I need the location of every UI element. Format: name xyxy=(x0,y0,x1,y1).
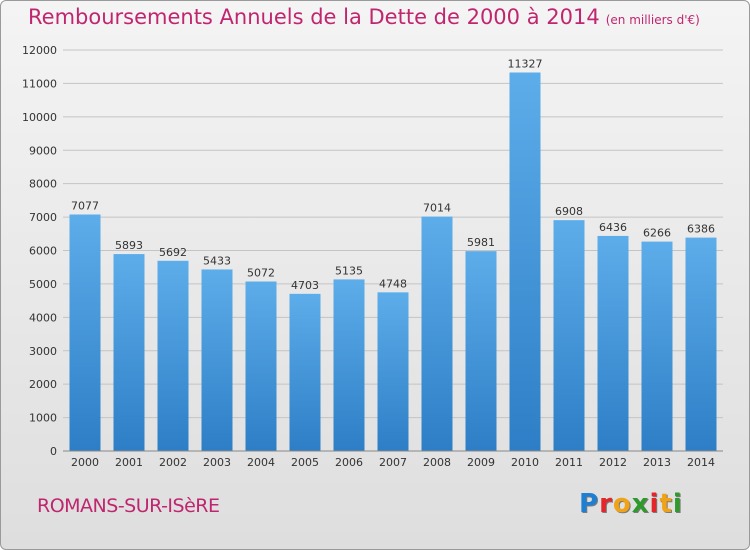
data-label: 6908 xyxy=(555,205,583,218)
bar-2005 xyxy=(289,293,321,451)
data-label: 6386 xyxy=(687,223,715,236)
data-label: 7014 xyxy=(423,202,451,215)
logo-letter: x xyxy=(631,489,650,519)
bars xyxy=(69,72,717,452)
bar-2013 xyxy=(641,241,673,451)
bar-2008 xyxy=(421,216,453,451)
y-tick-label: 3000 xyxy=(29,345,57,358)
bar-2000 xyxy=(69,214,101,451)
y-axis-ticks: 0 1000 2000 3000 4000 5000 6000 7000 8000 9000 100… xyxy=(22,44,57,458)
logo-letter: P xyxy=(579,489,600,519)
x-tick-label: 2012 xyxy=(599,456,627,469)
x-tick-label: 2011 xyxy=(555,456,583,469)
x-tick-label: 2003 xyxy=(203,456,231,469)
chart-subtitle: (en milliers d'€) xyxy=(605,13,700,27)
bar-2004 xyxy=(245,281,277,451)
logo-letter: o xyxy=(612,489,632,519)
x-tick-label: 2004 xyxy=(247,456,275,469)
chart-title-text: Remboursements Annuels de la Dette de 20… xyxy=(28,5,600,29)
bar-2010 xyxy=(509,72,541,452)
x-axis-ticks: 2000 2001 2002 2003 2004 2005 2006 2007 2008 2009… xyxy=(71,456,715,469)
x-tick-label: 2005 xyxy=(291,456,319,469)
logo-letter: i xyxy=(649,489,660,519)
data-label: 4703 xyxy=(291,279,319,292)
data-label: 11327 xyxy=(508,57,543,70)
data-label: 5135 xyxy=(335,264,363,277)
x-tick-label: 2002 xyxy=(159,456,187,469)
data-label: 5433 xyxy=(203,254,231,267)
data-label: 5981 xyxy=(467,236,495,249)
location-label: ROMANS-SUR-ISèRE xyxy=(37,495,220,517)
x-tick-label: 2014 xyxy=(687,456,715,469)
y-tick-label: 8000 xyxy=(29,178,57,191)
bar-2002 xyxy=(157,260,189,451)
x-tick-label: 2001 xyxy=(115,456,143,469)
logo-letter: i xyxy=(672,489,683,519)
data-label: 7077 xyxy=(71,200,99,213)
chart-title: Remboursements Annuels de la Dette de 20… xyxy=(28,5,700,29)
y-tick-label: 6000 xyxy=(29,245,57,258)
bar-2006 xyxy=(333,279,365,451)
y-tick-label: 12000 xyxy=(22,44,57,57)
x-tick-label: 2013 xyxy=(643,456,671,469)
y-tick-label: 2000 xyxy=(29,378,57,391)
data-label: 6436 xyxy=(599,221,627,234)
y-tick-label: 7000 xyxy=(29,211,57,224)
data-label: 6266 xyxy=(643,227,671,240)
y-tick-label: 4000 xyxy=(29,311,57,324)
bar-2009 xyxy=(465,251,497,451)
x-tick-label: 2008 xyxy=(423,456,451,469)
y-tick-label: 1000 xyxy=(29,412,57,425)
bar-2012 xyxy=(597,235,629,451)
data-label: 5072 xyxy=(247,267,275,280)
data-labels: 7077 5893 5692 5433 5072 4703 5135 4748 7014 5981… xyxy=(71,57,715,291)
proxiti-logo: Proxiti xyxy=(579,489,683,519)
logo-letter: t xyxy=(659,489,673,519)
logo-letter: r xyxy=(599,489,613,519)
bar-2011 xyxy=(553,220,585,451)
x-tick-label: 2006 xyxy=(335,456,363,469)
data-label: 5893 xyxy=(115,239,143,252)
bar-2014 xyxy=(685,237,717,451)
x-tick-label: 2000 xyxy=(71,456,99,469)
y-tick-label: 9000 xyxy=(29,144,57,157)
bar-2001 xyxy=(113,254,145,451)
y-tick-label: 10000 xyxy=(22,111,57,124)
x-tick-label: 2010 xyxy=(511,456,539,469)
bar-2007 xyxy=(377,292,409,451)
y-tick-label: 5000 xyxy=(29,278,57,291)
data-label: 5692 xyxy=(159,246,187,259)
bar-2003 xyxy=(201,269,233,451)
x-tick-label: 2009 xyxy=(467,456,495,469)
y-tick-label: 0 xyxy=(50,445,57,458)
y-tick-label: 11000 xyxy=(22,77,57,90)
x-tick-label: 2007 xyxy=(379,456,407,469)
data-label: 4748 xyxy=(379,277,407,290)
